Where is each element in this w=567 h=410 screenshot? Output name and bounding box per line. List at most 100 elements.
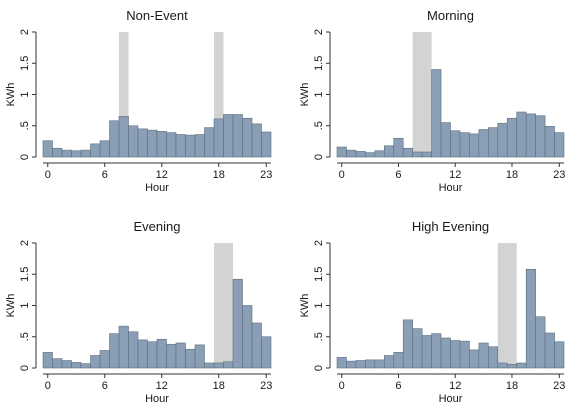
x-tick-label: 23 (553, 380, 565, 392)
x-tick-label: 0 (339, 169, 345, 181)
bar-hour-10 (431, 333, 442, 369)
x-tick-label: 0 (45, 169, 51, 181)
bar-hour-13 (166, 343, 177, 369)
chart-title: Non-Event (126, 8, 188, 23)
bar-hour-1 (52, 358, 63, 369)
y-tick-label: 2 (313, 29, 325, 35)
y-tick-label: 2 (19, 240, 31, 246)
x-tick-label: 6 (395, 169, 401, 181)
y-tick-label: 1 (313, 302, 325, 308)
bar-hour-15 (185, 348, 196, 369)
bar-hour-9 (128, 331, 139, 369)
x-tick-label: 0 (339, 380, 345, 392)
x-tick-label: 23 (553, 169, 565, 181)
chart-title: Morning (427, 8, 474, 23)
bar-hour-17 (497, 122, 508, 158)
chart-title: Evening (134, 219, 181, 234)
y-tick-label: 0 (313, 365, 325, 371)
y-tick-label: 0 (313, 154, 325, 160)
x-tick-label: 12 (449, 169, 461, 181)
bar-hour-2 (61, 149, 72, 158)
bar-hour-22 (251, 123, 262, 158)
bar-hour-2 (61, 360, 72, 369)
bar-hour-6 (393, 352, 404, 369)
bar-hour-9 (421, 335, 432, 369)
bar-hour-14 (469, 349, 480, 369)
bar-hour-12 (450, 340, 461, 369)
bar-hour-16 (194, 134, 205, 158)
x-tick-label: 12 (156, 169, 168, 181)
y-tick-label: 2 (19, 29, 31, 35)
bar-hour-20 (525, 113, 536, 158)
bar-hour-19 (516, 111, 527, 158)
bar-hour-6 (393, 137, 404, 158)
bar-hour-13 (459, 340, 470, 369)
bar-hour-15 (185, 134, 196, 158)
y-tick-label: 1.5 (313, 56, 325, 71)
bar-hour-8 (118, 116, 129, 158)
bar-hour-8 (412, 151, 423, 158)
bar-hour-5 (90, 143, 101, 158)
bar-hour-8 (118, 325, 129, 369)
y-tick-label: .5 (313, 121, 325, 130)
y-tick-label: .5 (19, 332, 31, 341)
bar-hour-11 (147, 341, 158, 369)
event-window-shade (214, 32, 224, 157)
y-axis-label: KWh (299, 294, 311, 318)
bar-hour-21 (242, 117, 253, 158)
bar-hour-1 (52, 147, 63, 158)
bar-hour-0 (42, 140, 53, 158)
y-tick-label: .5 (313, 332, 325, 341)
x-tick-label: 23 (260, 169, 272, 181)
bar-hour-12 (156, 131, 167, 158)
bar-hour-1 (346, 149, 357, 158)
y-tick-label: 1.5 (313, 267, 325, 282)
bar-hour-9 (421, 151, 432, 158)
bar-hour-14 (175, 134, 186, 158)
bar-hour-23 (554, 341, 565, 369)
bar-hour-2 (355, 151, 366, 158)
bar-hour-18 (506, 363, 518, 369)
bar-hour-23 (261, 336, 272, 369)
bar-hour-3 (365, 359, 376, 369)
bar-hour-10 (431, 69, 442, 158)
bar-hour-18 (213, 362, 224, 369)
y-tick-label: 0 (19, 154, 31, 160)
y-tick-label: 2 (313, 240, 325, 246)
bar-hour-22 (544, 332, 555, 369)
bar-hour-0 (42, 352, 53, 369)
bar-hour-5 (383, 355, 395, 369)
bar-hour-16 (488, 346, 499, 369)
chart-panel-3: 0 .5 1 1.5 2 0 6 12 18 23 Hour KWh Evening (5, 219, 272, 405)
bar-hour-3 (71, 150, 82, 158)
bar-hour-14 (175, 342, 186, 369)
x-tick-label: 12 (156, 380, 168, 392)
bar-hour-16 (488, 127, 499, 158)
bar-hour-5 (383, 145, 395, 158)
bar-hour-19 (223, 361, 234, 369)
bar-hour-2 (355, 360, 366, 369)
bar-hour-6 (99, 140, 110, 158)
y-tick-label: 1 (313, 91, 325, 97)
bar-hour-7 (109, 333, 120, 369)
bar-hour-17 (204, 362, 215, 369)
x-axis-label: Hour (439, 393, 463, 405)
bar-hour-8 (412, 328, 423, 369)
y-tick-label: 0 (19, 365, 31, 371)
bar-hour-6 (99, 350, 110, 369)
bar-hour-0 (336, 146, 347, 158)
bar-hour-23 (554, 132, 565, 158)
x-tick-label: 18 (506, 380, 518, 392)
x-tick-label: 18 (506, 169, 518, 181)
x-tick-label: 6 (102, 380, 108, 392)
event-window-shade (497, 243, 517, 368)
bar-hour-12 (450, 130, 461, 158)
bar-hour-7 (402, 319, 413, 369)
bar-hour-18 (213, 118, 224, 158)
bar-hour-18 (506, 117, 518, 158)
chart-panel-4: 0 .5 1 1.5 2 0 6 12 18 23 Hour KWh High Evening (299, 219, 565, 405)
y-axis-label: KWh (299, 83, 311, 107)
bar-hour-20 (232, 278, 243, 369)
bar-hour-15 (478, 342, 489, 369)
